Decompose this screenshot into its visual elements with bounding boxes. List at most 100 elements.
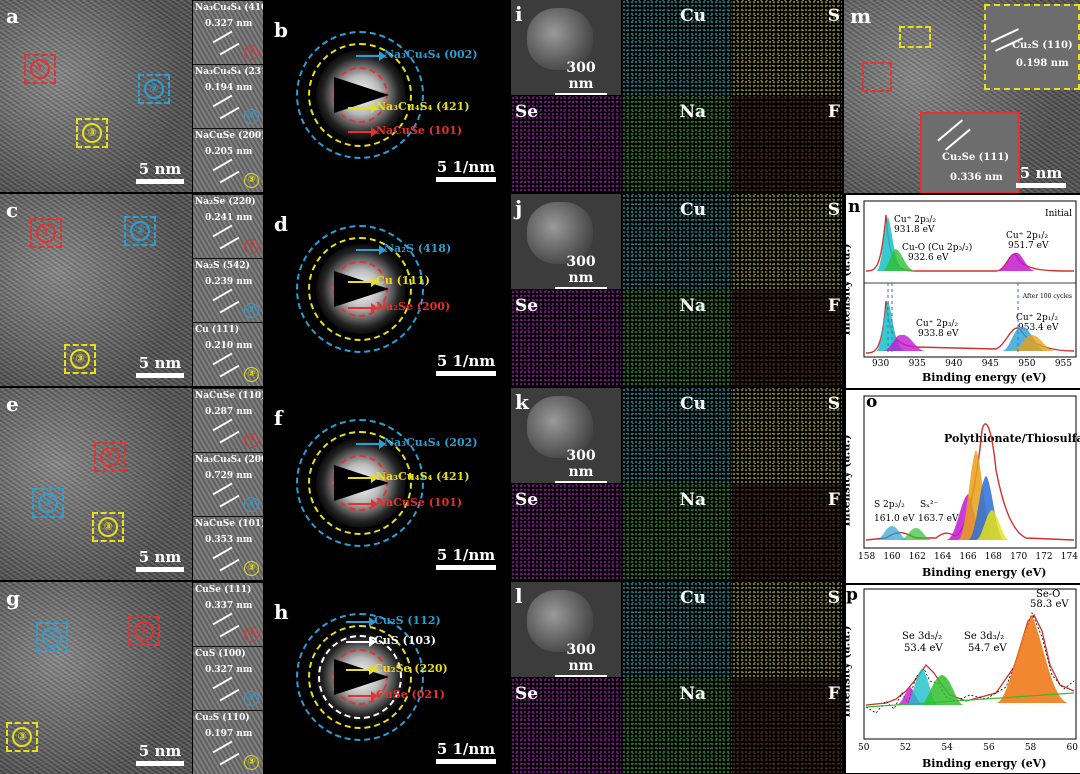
fft-inset-1: Na₃Cu₄S₄ (410) 0.327 nm ① xyxy=(193,0,263,64)
inset-d-spacing: 0.327 nm xyxy=(205,665,253,675)
element-label-se: Se xyxy=(515,490,539,510)
diffraction-ring xyxy=(308,237,412,341)
o-xtick: 160 xyxy=(883,552,901,562)
element-label-cu: Cu xyxy=(680,6,706,26)
element-label-s: S xyxy=(827,588,840,608)
panel-label-m: m xyxy=(850,4,872,28)
roi-box-1: ① xyxy=(24,54,56,84)
p-xlabel: Binding energy (eV) xyxy=(922,757,1047,770)
o-xtick: 168 xyxy=(984,552,1002,562)
scale-bar-label: 5 1/nm xyxy=(436,546,496,564)
inset-d-spacing: 0.241 nm xyxy=(205,213,253,223)
red-inset: Cu₂Se (111) 0.336 nm xyxy=(920,112,1020,193)
eds-map-s: S xyxy=(732,194,842,289)
n-peak-4: 932.6 eV xyxy=(908,253,949,263)
roi-box-1: ① xyxy=(30,218,62,248)
roi-box-2: ② xyxy=(36,622,68,652)
ring-label: CuSe (021) xyxy=(376,688,445,701)
scale-bar: 5 1/nm xyxy=(436,158,496,182)
diffraction-ring xyxy=(296,419,424,547)
roi-number-1: ① xyxy=(30,59,50,79)
diffraction-ring xyxy=(296,613,424,741)
scale-bar: 5 1/nm xyxy=(436,352,496,376)
eds-map-se: Se xyxy=(511,678,621,773)
inset-number: ② xyxy=(244,691,259,706)
scale-bar: 300 nm xyxy=(555,254,607,289)
roi-number-3: ③ xyxy=(82,123,102,143)
p-xtick: 50 xyxy=(858,743,870,753)
o-xtick: 170 xyxy=(1010,552,1028,562)
diffraction-ring xyxy=(296,225,424,353)
ring-arrow xyxy=(348,473,378,483)
eds-map-cu: Cu xyxy=(622,388,732,483)
ring-arrow xyxy=(348,691,378,701)
ring-label: Na₃Cu₄S₄ (002) xyxy=(384,48,478,61)
element-label-f: F xyxy=(827,296,840,316)
fft-inset-3: NaCuSe (200) 0.205 nm ③ xyxy=(193,128,263,192)
scale-bar: 5 nm xyxy=(136,354,184,378)
panel-label-f: f xyxy=(274,406,283,430)
fft-inset-2: CuS (100) 0.327 nm ② xyxy=(193,646,263,710)
sem-image: i 300 nm xyxy=(511,0,621,95)
xps-n-plot xyxy=(863,200,1077,358)
ring-arrow xyxy=(346,617,376,627)
inset-phase: Cu (111) xyxy=(195,325,240,335)
panel-label-j: j xyxy=(515,196,523,220)
inset-number: ① xyxy=(244,433,259,448)
inset-number: ② xyxy=(244,303,259,318)
inset-d-spacing: 0.239 nm xyxy=(205,277,253,287)
scale-bar-label: 5 nm xyxy=(138,742,182,760)
scale-bar-label: 300 nm xyxy=(566,448,596,480)
roi-box-2: ② xyxy=(138,74,170,104)
p-xtick: 52 xyxy=(899,743,912,753)
p-peak-6: 58.3 eV xyxy=(1030,599,1069,610)
inset-phase: Na₃Cu₄S₄ (231) xyxy=(195,67,263,77)
sem-image: l 300 nm xyxy=(511,582,621,677)
fft-inset-1: CuSe (111) 0.337 nm ① xyxy=(193,582,263,646)
element-label-s: S xyxy=(827,394,840,414)
inset-phase: NaCuSe (110) xyxy=(195,391,263,401)
inset-d-spacing: 0.327 nm xyxy=(205,19,253,29)
inset-d-spacing: 0.729 nm xyxy=(205,471,253,481)
scale-bar: 300 nm xyxy=(555,642,607,677)
p-peak-5: Se-O xyxy=(1036,589,1061,600)
roi-number-2: ② xyxy=(130,221,150,241)
panel-label-h: h xyxy=(274,600,289,624)
o-xtick: 162 xyxy=(908,552,926,562)
ring-label: Cu₂Se (220) xyxy=(374,662,448,675)
diffraction-ring xyxy=(296,31,424,159)
beam-stop xyxy=(334,271,389,307)
inset-number: ③ xyxy=(244,367,259,382)
o-xticks: 158 160 162 164 166 168 170 172 174 xyxy=(858,552,1078,562)
inset-d-spacing: 0.194 nm xyxy=(205,83,253,93)
hrtem-panel-g: g ① ② ③ 5 nm xyxy=(0,582,192,774)
particle xyxy=(527,396,593,458)
roi-box-3: ③ xyxy=(64,344,96,374)
ring-arrow xyxy=(346,665,376,675)
scale-bar-label: 5 1/nm xyxy=(436,740,496,758)
roi-number-3: ③ xyxy=(70,349,90,369)
n-peak-3: Cu-O (Cu 2p₃/₂) xyxy=(902,243,973,253)
p-xtick: 58 xyxy=(1024,743,1037,753)
element-label-na: Na xyxy=(679,102,706,122)
element-label-f: F xyxy=(827,490,840,510)
roi-number-1: ① xyxy=(36,223,56,243)
o-xtick: 172 xyxy=(1035,552,1053,562)
element-label-f: F xyxy=(827,102,840,122)
roi-box-1: ① xyxy=(94,442,126,472)
roi-number-2: ② xyxy=(42,627,62,647)
inset-number: ② xyxy=(244,497,259,512)
scale-bar-label: 5 1/nm xyxy=(436,352,496,370)
scale-bar-label: 5 nm xyxy=(138,354,182,372)
o-peak-4: 163.7 eV xyxy=(918,514,959,524)
eds-map-cu: Cu xyxy=(622,0,732,95)
roi-box-2: ② xyxy=(32,488,64,518)
panel-label-n: n xyxy=(848,197,861,217)
fft-inset-3: NaCuSe (101) 0.353 nm ③ xyxy=(193,516,263,580)
scale-bar-label: 300 nm xyxy=(566,642,596,674)
xps-panel-o: o Polythionate/Thiosulfate S 2p₃/₂ 161.0… xyxy=(840,390,1080,583)
yellow-inset-phase: Cu₂S (110) xyxy=(1012,40,1073,51)
element-label-na: Na xyxy=(679,684,706,704)
inset-d-spacing: 0.205 nm xyxy=(205,147,253,157)
scale-bar: 300 nm xyxy=(555,448,607,483)
